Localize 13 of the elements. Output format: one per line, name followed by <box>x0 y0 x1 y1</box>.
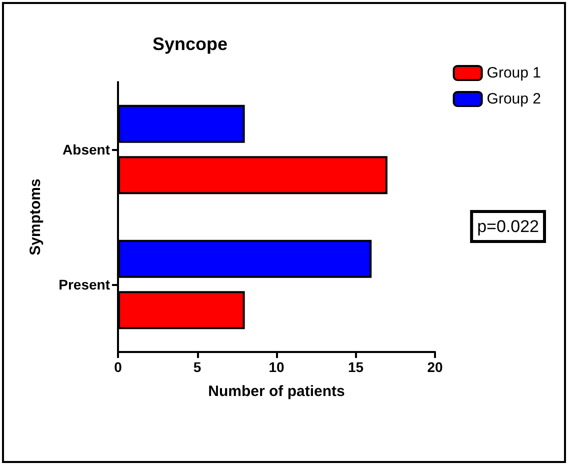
legend-label: Group 1 <box>486 64 542 82</box>
x-tick-label: 20 <box>427 359 443 375</box>
y-tick-label: Present <box>58 276 110 292</box>
x-tick-label: 15 <box>348 359 364 375</box>
chart-title: Syncope <box>152 34 228 54</box>
x-tick-label: 0 <box>114 359 122 375</box>
x-axis-title: Number of patients <box>208 383 345 400</box>
text: p=0.022 <box>477 217 540 236</box>
x-tick-label: 10 <box>268 359 284 375</box>
y-axis-title: Symptoms <box>27 178 44 256</box>
y-tick-label: Absent <box>62 142 110 158</box>
x-tick-label: 5 <box>193 359 202 375</box>
legend-label: Group 2 <box>486 90 542 108</box>
